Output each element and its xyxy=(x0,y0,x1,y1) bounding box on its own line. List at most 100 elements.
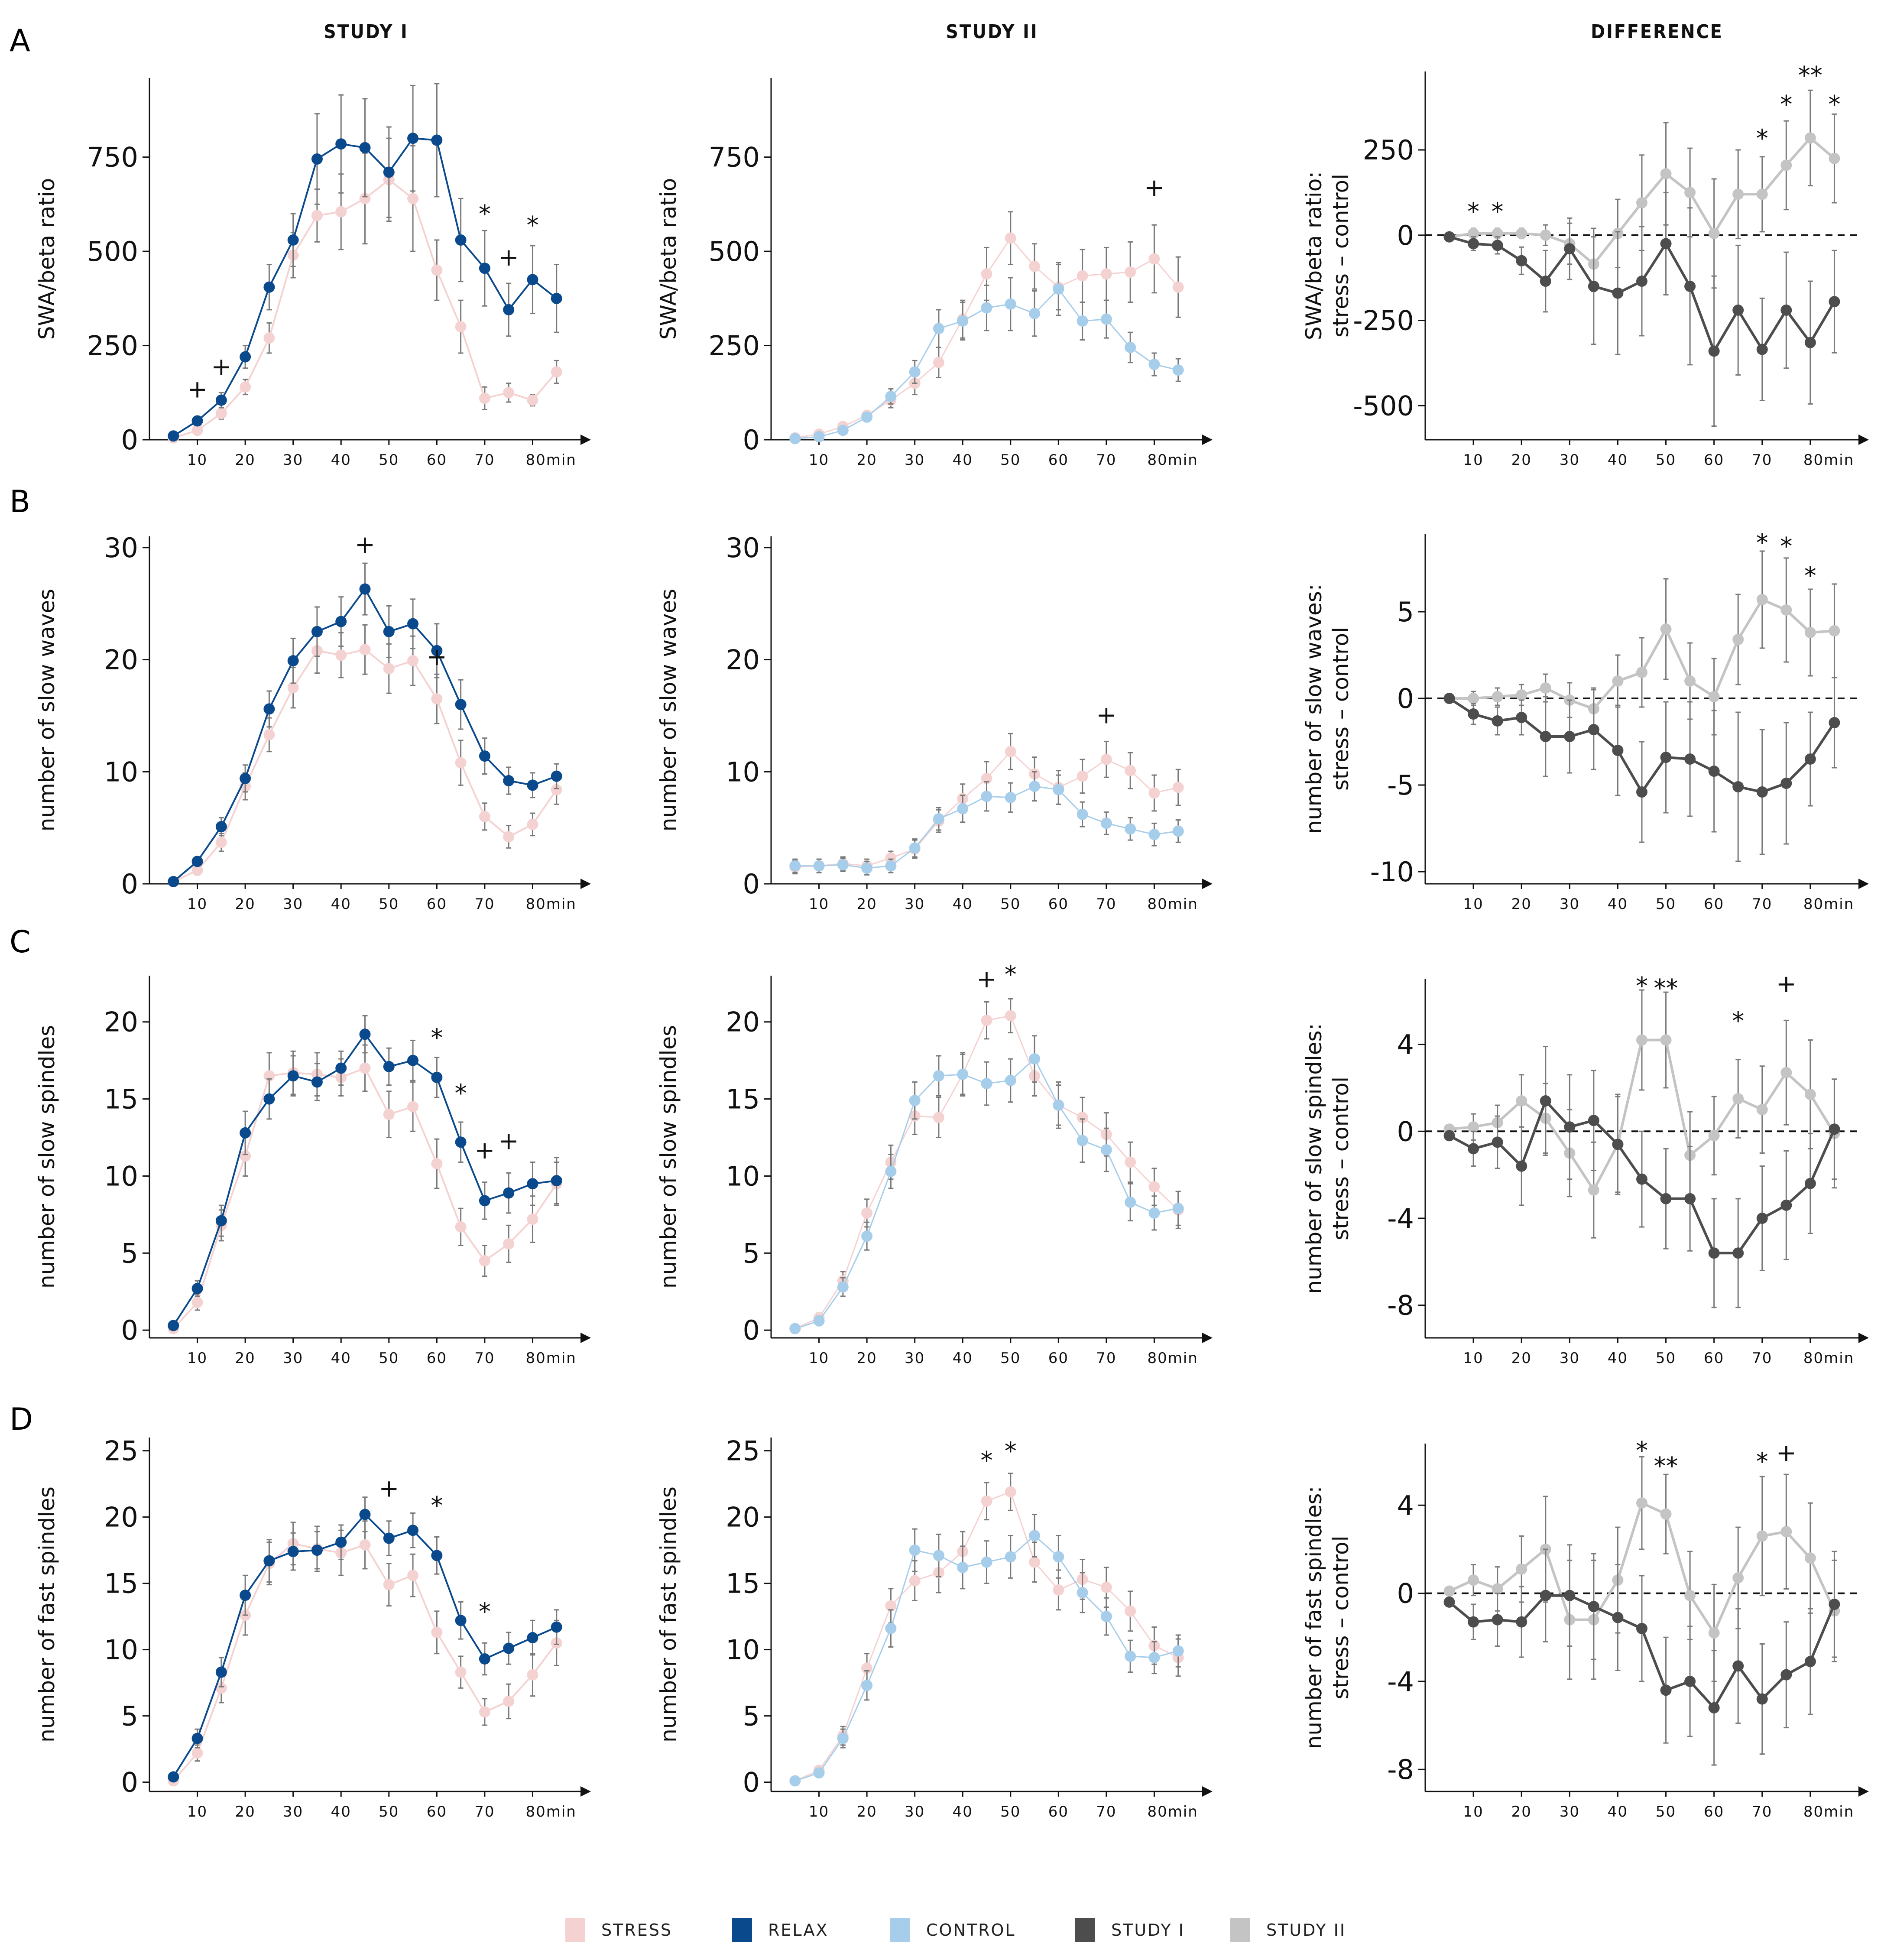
y-axis-label: number of slow spindles xyxy=(656,1025,681,1288)
data-point xyxy=(383,626,395,637)
data-point xyxy=(479,750,490,762)
x-tick-label: 10 xyxy=(1463,451,1483,469)
x-tick-label: 60 xyxy=(1704,896,1724,913)
y-tick-label: 20 xyxy=(104,644,138,676)
data-point xyxy=(1516,1160,1527,1172)
data-point xyxy=(1684,1590,1696,1601)
significance-marker: * xyxy=(1756,124,1768,153)
data-point xyxy=(1829,1123,1840,1135)
significance-marker: ** xyxy=(1654,974,1678,1003)
data-point xyxy=(1468,1616,1479,1628)
data-point xyxy=(455,1221,467,1233)
x-tick-label: 30 xyxy=(905,451,925,469)
panel-d-difference: -8 -4 0 4 10 20 30 40 50 60 70 80min number of fast … xyxy=(1301,1437,1869,1820)
data-point xyxy=(1636,276,1647,287)
data-point xyxy=(191,856,203,867)
data-point xyxy=(335,649,347,661)
data-point xyxy=(551,292,562,304)
data-point xyxy=(1612,1139,1624,1150)
data-point xyxy=(191,1733,203,1744)
significance-marker: + xyxy=(976,965,997,993)
data-point xyxy=(263,1070,275,1082)
x-axis-arrow xyxy=(580,435,591,445)
x-tick-label: 50 xyxy=(1656,896,1676,913)
panel-b-study2: 0 10 20 30 10 20 30 40 50 60 70 80min number of slow… xyxy=(656,532,1213,913)
y-tick-label: 20 xyxy=(104,1006,138,1038)
x-tick-label: 50 xyxy=(1000,451,1021,469)
data-point xyxy=(191,1283,203,1295)
data-point xyxy=(191,864,203,876)
significance-marker: * xyxy=(1828,91,1840,119)
data-point xyxy=(215,821,227,833)
data-point xyxy=(383,1579,395,1590)
x-tick-label: 20 xyxy=(1511,1803,1532,1820)
y-tick-label: 20 xyxy=(104,1502,138,1533)
y-tick-label: 750 xyxy=(709,142,760,173)
x-tick-label: 10 xyxy=(187,1350,208,1367)
x-axis-arrow xyxy=(1202,1786,1213,1797)
data-point xyxy=(1077,315,1088,327)
data-point xyxy=(1804,337,1816,348)
y-tick-label: 0 xyxy=(121,868,138,900)
data-point xyxy=(1005,792,1016,803)
significance-marker: + xyxy=(211,353,231,381)
x-tick-label: 70 xyxy=(1096,1350,1116,1367)
data-point xyxy=(1636,1623,1647,1634)
x-tick-label: 80min xyxy=(1147,1803,1198,1820)
data-point xyxy=(383,1109,395,1120)
y-tick-label: 0 xyxy=(121,424,138,456)
data-point xyxy=(1077,1587,1088,1599)
significance-marker: * xyxy=(981,1447,993,1475)
data-point xyxy=(431,1626,443,1638)
data-point xyxy=(551,1621,562,1633)
y-tick-label: 0 xyxy=(1397,1116,1414,1147)
data-point xyxy=(455,699,467,711)
row-label-c: C xyxy=(10,924,31,960)
data-point xyxy=(263,332,275,344)
data-point xyxy=(479,393,490,404)
significance-marker: + xyxy=(1144,174,1164,202)
panel-a-study1: 0 250 500 750 10 20 30 40 50 60 70 80min SWA/beta ra… xyxy=(34,78,591,469)
data-point xyxy=(957,803,969,815)
significance-marker: * xyxy=(1780,91,1792,119)
significance-marker: ** xyxy=(1798,62,1822,90)
data-point xyxy=(1756,1213,1768,1224)
data-point xyxy=(359,583,371,595)
row-label-d: D xyxy=(10,1402,33,1437)
series-line xyxy=(172,1542,558,1782)
data-point xyxy=(813,1315,825,1327)
significance-marker: * xyxy=(1756,1448,1768,1476)
data-point xyxy=(335,1062,347,1074)
series-relax xyxy=(168,83,562,442)
y-tick-label: -250 xyxy=(1353,305,1414,337)
data-point xyxy=(1660,752,1672,763)
data-point xyxy=(1443,1585,1455,1597)
series-stress xyxy=(168,624,562,887)
significance-marker: + xyxy=(1776,1439,1796,1467)
data-point xyxy=(527,394,538,406)
data-point xyxy=(1684,187,1696,198)
data-point xyxy=(1636,1034,1647,1046)
series-control xyxy=(789,262,1184,445)
data-point xyxy=(1636,1173,1647,1185)
data-point xyxy=(1516,712,1527,723)
y-tick-label: 0 xyxy=(121,1314,138,1346)
data-point xyxy=(1829,153,1840,164)
significance-marker: * xyxy=(1636,1437,1648,1465)
y-axis-label-line: number of slow spindles xyxy=(656,1025,681,1288)
significance-marker: + xyxy=(187,376,208,404)
data-point xyxy=(1100,753,1112,765)
x-tick-label: 80min xyxy=(525,896,576,913)
y-axis-label-line: number of fast spindles xyxy=(656,1486,681,1743)
data-point xyxy=(1732,1093,1744,1104)
data-point xyxy=(527,1214,538,1225)
data-point xyxy=(1172,825,1184,837)
data-point xyxy=(1804,1552,1816,1564)
x-tick-label: 10 xyxy=(187,1803,208,1820)
data-point xyxy=(1756,594,1768,605)
y-tick-label: 0 xyxy=(743,424,760,456)
data-point xyxy=(909,842,921,854)
data-point xyxy=(287,1070,299,1082)
series-stress xyxy=(789,1473,1184,1787)
data-point xyxy=(1005,232,1016,244)
